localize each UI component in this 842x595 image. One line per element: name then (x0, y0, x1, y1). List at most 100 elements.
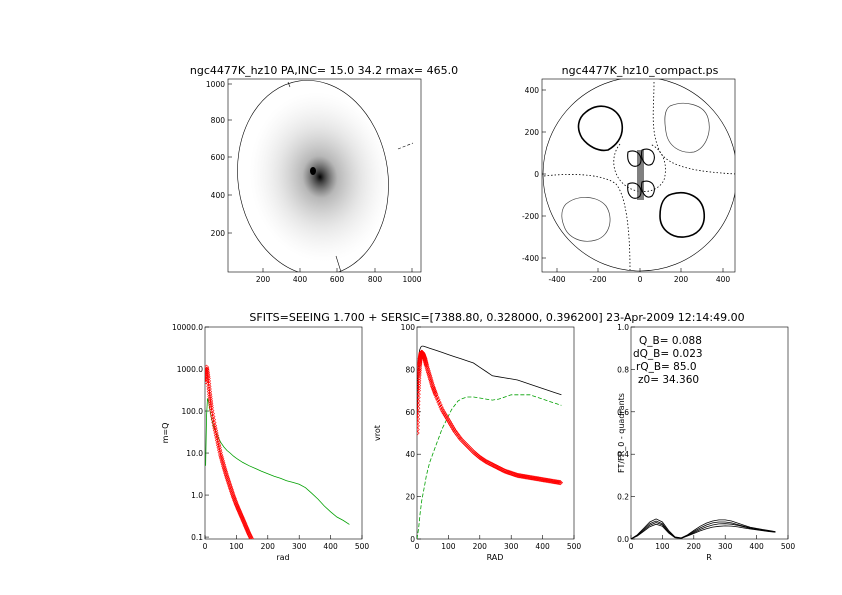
data-point-diamond (529, 475, 535, 481)
x-tick-label: 0 (415, 542, 420, 551)
y-tick-label: 600 (211, 153, 226, 162)
data-point-diamond (440, 408, 446, 415)
galaxy-disk (249, 92, 391, 262)
data-point-diamond (235, 505, 241, 511)
data-point-diamond (552, 479, 558, 485)
axis-tick-top (287, 81, 291, 88)
data-point-diamond (231, 496, 237, 502)
data-point-diamond (417, 395, 421, 401)
data-point-diamond (205, 373, 211, 380)
data-point-diamond (520, 473, 526, 479)
data-point-diamond (451, 426, 457, 432)
panel4-xlabel: RAD (487, 553, 504, 562)
data-point-diamond (430, 383, 436, 389)
data-point-diamond (205, 379, 209, 385)
data-point-diamond (556, 479, 562, 486)
data-point-diamond (240, 516, 246, 522)
data-point-diamond (417, 409, 421, 415)
x-tick-label: 0 (638, 275, 643, 284)
data-point-diamond (551, 478, 557, 485)
data-point-diamond (207, 391, 213, 397)
x-tick-label: 200 (261, 542, 276, 551)
data-point-diamond (218, 454, 224, 460)
y-tick-label: 40 (405, 450, 415, 459)
panel5-ylabel: FT/FR_0 - quadrants (617, 393, 626, 473)
panel1-frame (227, 78, 422, 273)
contour-blob-lower-left (561, 197, 611, 242)
data-point-diamond (214, 435, 220, 441)
data-point-diamond (423, 359, 429, 365)
data-point-diamond (243, 523, 249, 529)
data-point-diamond (417, 398, 421, 404)
data-point-diamond (206, 383, 212, 389)
y-tick-label: 0 (534, 170, 539, 179)
contour-blob-upper-right (664, 103, 710, 153)
data-point-diamond (219, 456, 225, 462)
data-point-diamond (546, 478, 552, 484)
panel5-xlabel: R (706, 553, 712, 562)
y-tick-label: 1.0 (191, 491, 203, 500)
data-point-diamond (208, 402, 214, 409)
x-tick-label: 100 (441, 542, 456, 551)
data-point-diamond (207, 393, 213, 400)
data-point-diamond (421, 355, 428, 361)
data-point-diamond (234, 502, 240, 509)
data-point-diamond (448, 422, 455, 429)
annotation-rqb: rQ_B= 85.0 (636, 361, 697, 373)
data-point-diamond (523, 474, 529, 480)
data-point-diamond (236, 509, 243, 515)
contour-core-upper (627, 148, 655, 167)
data-point-diamond (206, 386, 212, 392)
data-point-diamond (417, 405, 421, 411)
data-point-diamond (215, 442, 222, 448)
data-point-diamond (210, 414, 216, 420)
data-point-diamond (516, 473, 523, 479)
data-point-diamond (211, 422, 218, 429)
data-point-diamond (525, 474, 531, 480)
data-point-diamond (240, 517, 246, 523)
data-point-diamond (522, 474, 528, 480)
series-line-black-2 (631, 522, 776, 539)
data-point-diamond (205, 376, 209, 382)
y-tick-label: 0.4 (617, 450, 629, 459)
data-point-diamond (532, 475, 538, 482)
data-point-diamond (417, 387, 421, 394)
data-point-diamond (417, 402, 421, 408)
panel2-axes: -400 -200 0 200 400 400 200 0 -200 -400 (522, 86, 730, 284)
data-point-diamond (216, 445, 222, 451)
data-point-diamond (239, 513, 245, 520)
x-tick-label: 300 (504, 542, 519, 551)
series-line-red-2 (417, 351, 562, 484)
data-point-diamond (209, 408, 215, 414)
data-point-diamond (232, 498, 238, 505)
data-point-diamond (420, 352, 427, 358)
x-tick-label: 100 (655, 542, 670, 551)
data-point-diamond (422, 356, 428, 362)
data-point-diamond (230, 493, 236, 499)
mq-profile-panel: rad m=Q 0 100 200 300 400 500 0.1 1.0 10.0 100.0 1… (161, 323, 369, 562)
data-point-diamond (439, 407, 445, 413)
y-tick-label: 400 (211, 191, 226, 200)
data-point-diamond (218, 452, 224, 458)
data-point-diamond (550, 478, 556, 485)
data-point-diamond (241, 518, 247, 525)
x-tick-label: 400 (293, 275, 308, 284)
data-point-diamond (247, 534, 254, 539)
data-point-diamond (210, 417, 216, 423)
panel3-frame (204, 326, 363, 540)
data-point-diamond (244, 527, 251, 533)
y-tick-label: 80 (405, 365, 415, 374)
panel4-series (417, 345, 564, 539)
data-point-diamond (543, 477, 549, 483)
data-point-diamond (557, 480, 564, 486)
panel3-axes: 0 100 200 300 400 500 0.1 1.0 10.0 100.0 1000.0 100… (172, 323, 369, 551)
data-point-diamond (514, 472, 521, 479)
y-tick-label: 10000.0 (172, 323, 203, 332)
data-point-diamond (234, 504, 241, 510)
data-point-diamond (237, 511, 244, 517)
series-line-green-0 (205, 398, 350, 525)
data-point-diamond (555, 479, 561, 485)
data-point-diamond (241, 520, 247, 526)
x-tick-label: 100 (229, 542, 244, 551)
